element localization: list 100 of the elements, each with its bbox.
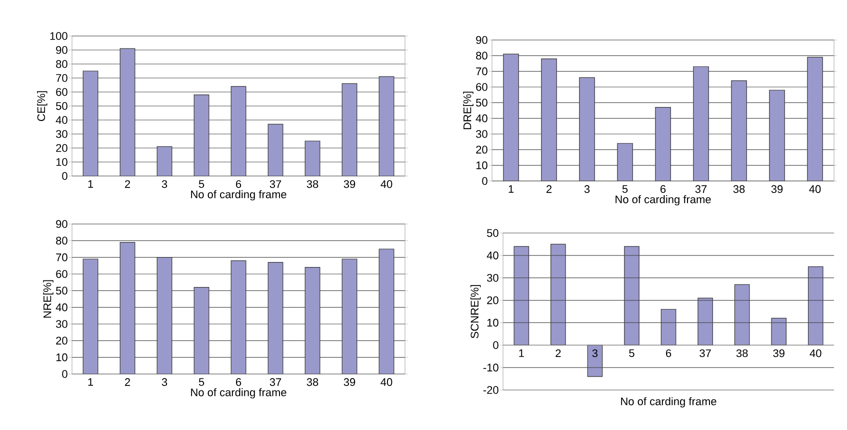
y-tick-label: 90: [476, 36, 488, 44]
x-tick-label: 2: [124, 378, 130, 386]
y-tick-label: 60: [476, 83, 488, 91]
x-tick-label: 40: [380, 180, 392, 188]
bar: [617, 143, 633, 181]
x-tick-label: 6: [660, 185, 666, 193]
bar: [698, 298, 713, 346]
y-tick-label: 80: [56, 60, 68, 68]
bar: [771, 318, 787, 346]
bar: [734, 284, 750, 346]
y-tick-label: 90: [56, 220, 68, 228]
bar: [769, 90, 785, 181]
y-tick-label: 70: [56, 253, 68, 262]
y-tick-label: 0: [482, 177, 488, 185]
x-tick-label: 38: [306, 378, 318, 386]
x-tick-label: 37: [695, 185, 707, 193]
bar: [342, 83, 358, 176]
bar: [624, 246, 640, 346]
y-tick-label: 80: [476, 52, 488, 60]
x-tick-label: 39: [344, 378, 356, 386]
bar: [194, 94, 210, 176]
y-tick-label: 30: [487, 274, 498, 282]
y-tick-label: 10: [487, 318, 498, 327]
y-tick-label: 0: [62, 172, 68, 180]
bar: [342, 258, 358, 374]
bar: [268, 124, 284, 176]
x-tick-label: 2: [546, 185, 552, 193]
x-tick-label: 38: [733, 185, 745, 193]
x-tick-label: 39: [344, 180, 356, 188]
x-tick-label: 37: [270, 180, 282, 188]
y-tick-label: 10: [56, 353, 68, 362]
bar: [194, 287, 210, 374]
y-tick-label: 50: [56, 286, 68, 295]
y-tick-label: 70: [476, 67, 488, 76]
y-tick-label: 50: [487, 229, 498, 237]
bar: [268, 262, 284, 374]
x-axis-title: No of carding frame: [191, 190, 286, 200]
bar: [156, 257, 172, 374]
y-tick-label: 40: [486, 252, 498, 260]
y-tick-label: 10: [56, 158, 68, 166]
bar: [541, 58, 557, 181]
x-tick-label: 5: [622, 185, 628, 193]
x-tick-label: 5: [198, 378, 204, 386]
x-tick-label: 5: [198, 180, 204, 188]
x-tick-label: 40: [810, 349, 822, 358]
x-tick-label: 6: [236, 180, 242, 188]
x-tick-label: 3: [592, 349, 598, 358]
y-tick-label: 60: [56, 270, 68, 278]
x-axis-title: No of carding frame: [191, 388, 286, 398]
y-tick-label: 0: [493, 341, 498, 350]
bar: [120, 242, 136, 374]
x-tick-label: 5: [629, 349, 634, 358]
y-tick-label: 20: [56, 336, 68, 345]
x-tick-label: 1: [508, 185, 514, 193]
x-tick-label: 40: [380, 378, 392, 386]
y-tick-label: 30: [56, 130, 68, 138]
y-tick-label: 10: [476, 161, 488, 170]
bar: [731, 80, 747, 181]
y-axis-title: SCNRE[%]: [470, 285, 481, 338]
bar: [514, 246, 530, 346]
bar: [378, 76, 394, 176]
y-tick-label: 20: [56, 144, 68, 152]
bar: [807, 56, 823, 181]
y-axis-title: NRE[%]: [43, 280, 54, 318]
y-tick-label: 30: [56, 320, 68, 328]
x-tick-label: 1: [519, 349, 524, 357]
y-tick-label: -10: [483, 364, 498, 372]
y-tick-label: 50: [56, 102, 68, 110]
y-tick-label: 40: [56, 116, 68, 124]
bar: [120, 48, 136, 176]
bar: [230, 260, 246, 374]
x-axis-title: No of carding frame: [616, 195, 711, 206]
bar: [808, 266, 824, 346]
y-tick-label: 50: [476, 98, 488, 107]
y-tick-label: 70: [56, 74, 68, 82]
y-tick-label: 40: [56, 303, 68, 312]
bar: [587, 344, 603, 377]
y-tick-label: 0: [62, 370, 68, 378]
x-tick-label: 3: [162, 378, 168, 386]
bar: [550, 244, 566, 346]
bar: [660, 308, 676, 346]
x-tick-label: 3: [162, 180, 168, 188]
bar: [304, 267, 320, 374]
y-tick-label: 80: [56, 236, 68, 245]
x-tick-label: 38: [306, 180, 318, 188]
x-tick-label: 37: [700, 349, 711, 358]
y-tick-label: 20: [476, 146, 488, 154]
bar: [156, 146, 172, 176]
bar: [655, 107, 671, 181]
x-tick-label: 38: [736, 349, 748, 358]
bar: [693, 66, 709, 181]
x-tick-label: 3: [584, 185, 590, 193]
x-tick-label: 6: [666, 349, 672, 358]
bar: [503, 54, 519, 181]
y-tick-label: 60: [56, 88, 68, 96]
y-tick-label: 100: [50, 32, 68, 40]
y-tick-label: -20: [483, 386, 498, 394]
x-tick-label: 2: [556, 349, 561, 358]
bar: [579, 77, 595, 181]
bar: [230, 86, 246, 176]
